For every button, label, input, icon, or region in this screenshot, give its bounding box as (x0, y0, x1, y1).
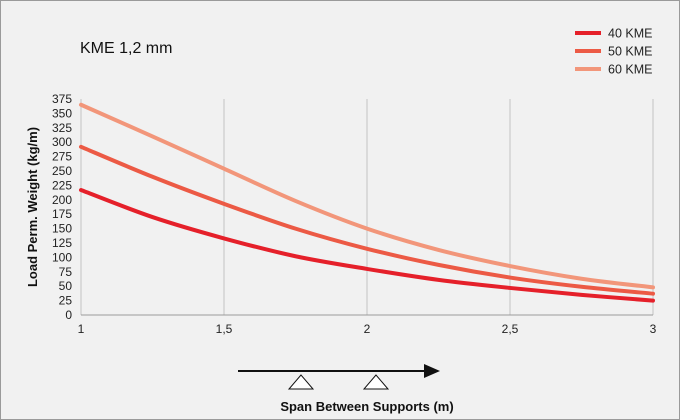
x-tick-label-4: 3 (650, 322, 657, 336)
y-tick-label-11: 275 (52, 150, 72, 164)
y-tick-label-15: 375 (52, 92, 72, 106)
y-tick-label-9: 225 (52, 178, 72, 192)
legend-item-1: 50 KME (575, 45, 652, 59)
legend-label-0: 40 KME (608, 27, 652, 41)
y-tick-label-8: 200 (52, 193, 72, 207)
y-tick-label-7: 175 (52, 207, 72, 221)
support-triangle-right (362, 374, 390, 390)
x-tick-label-0: 1 (78, 322, 85, 336)
x-tick-label-2: 2 (364, 322, 371, 336)
legend-item-0: 40 KME (575, 27, 652, 41)
y-tick-label-3: 75 (59, 265, 73, 279)
x-tick-label-3: 2,5 (502, 322, 519, 336)
y-tick-label-5: 125 (52, 236, 72, 250)
y-tick-label-4: 100 (52, 250, 72, 264)
y-tick-label-1: 25 (59, 294, 73, 308)
legend: 40 KME 50 KME 60 KME (575, 27, 652, 77)
series-line-1 (79, 144, 655, 296)
y-tick-label-6: 150 (52, 222, 72, 236)
y-tick-label-2: 50 (59, 279, 73, 293)
chart-subtitle: KME 1,2 mm (80, 40, 172, 57)
y-tick-label-13: 325 (52, 121, 72, 135)
x-tick-labels: 1 1,5 2 2,5 3 (78, 322, 657, 336)
series-line-2 (79, 102, 655, 290)
y-tick-label-14: 350 (52, 106, 72, 120)
span-diagram (238, 364, 440, 390)
span-arrow-head (424, 364, 440, 378)
x-axis-label: Span Between Supports (m) (280, 399, 453, 414)
y-axis-label: Load Perm. Weight (kg/m) (25, 127, 40, 287)
legend-item-2: 60 KME (575, 63, 652, 77)
legend-label-2: 60 KME (608, 63, 652, 77)
x-tick-label-1: 1,5 (216, 322, 233, 336)
y-tick-label-10: 250 (52, 164, 72, 178)
y-tick-label-12: 300 (52, 135, 72, 149)
support-triangle-left (287, 374, 315, 390)
legend-label-1: 50 KME (608, 45, 652, 59)
series-line-0 (79, 188, 655, 303)
series-lines (79, 102, 655, 303)
y-tick-label-0: 0 (65, 308, 72, 322)
grid-lines (80, 99, 654, 316)
y-tick-labels: 0255075100125150175200225250275300325350… (52, 92, 72, 322)
